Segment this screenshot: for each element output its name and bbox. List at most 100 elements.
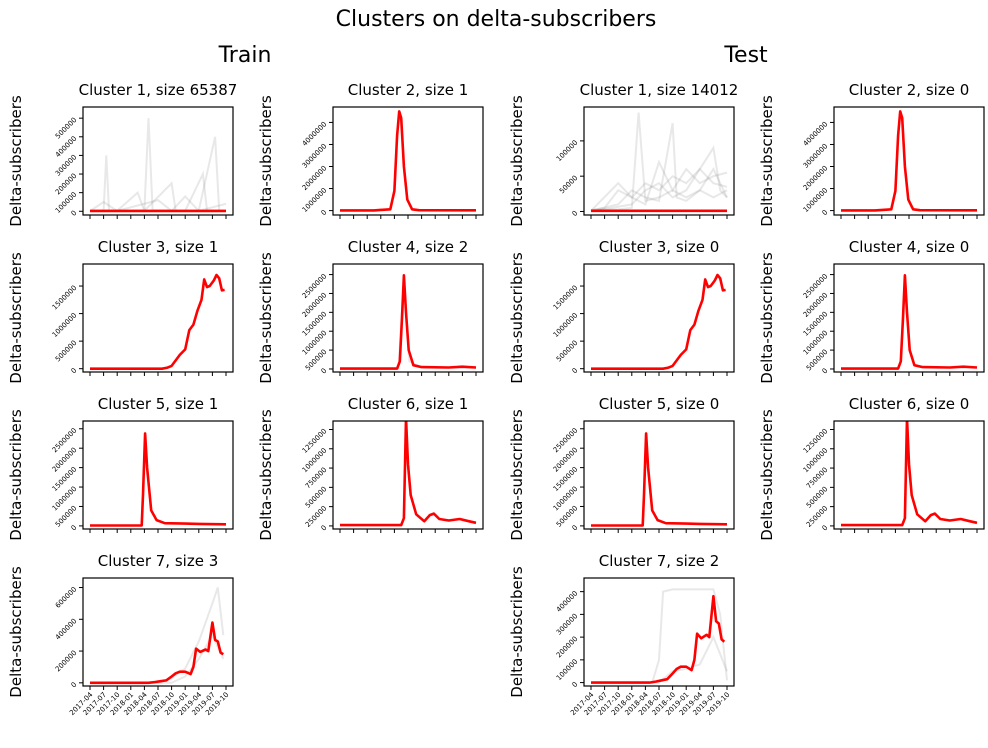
train-cluster-1-title: Cluster 1, size 65387 [79, 81, 238, 99]
panel-title-train: Train [218, 43, 272, 68]
train-cluster-6-ytick-label-0: 0 [320, 524, 329, 533]
test-cluster-7-ytick-label-4: 400000 [555, 589, 580, 614]
test-cluster-3-centroid-line [591, 273, 726, 371]
test-cluster-3-ytick-label-0: 0 [571, 366, 580, 375]
test-cluster-6-ytick-label-0: 0 [821, 524, 830, 533]
train-cluster-5-frame [82, 420, 234, 530]
train-cluster-2-ylabel: Delta-subscribers [257, 95, 275, 227]
test-cluster-4-frame [833, 263, 985, 373]
test-cluster-1-member-series-1 [590, 123, 728, 212]
test-cluster-5-ytick-label-0: 0 [571, 524, 580, 533]
train-cluster-4-title: Cluster 4, size 2 [348, 238, 468, 256]
train-cluster-3-axes: Cluster 3, size 1 Delta-subscribers 0 50000… [7, 238, 234, 384]
test-cluster-3-ytick-label-1: 500000 [555, 339, 580, 364]
test-cluster-2-ylabel: Delta-subscribers [758, 95, 776, 227]
test-cluster-4-ylabel: Delta-subscribers [758, 252, 776, 384]
test-cluster-7-ytick-label-0: 0 [571, 680, 580, 689]
train-cluster-7-title: Cluster 7, size 3 [98, 552, 218, 570]
test-cluster-3-frame [583, 263, 735, 373]
test-cluster-1-ytick-label-0: 0 [571, 209, 580, 218]
train-cluster-7-member-series-0 [90, 587, 225, 684]
figure-title: Clusters on delta-subscribers [336, 7, 657, 32]
test-cluster-7-ytick-label-2: 200000 [555, 635, 580, 660]
train-cluster-5-ylabel: Delta-subscribers [7, 409, 25, 541]
test-cluster-1-ytick-label-1: 50000 [558, 174, 579, 195]
train-cluster-3-ytick-label-0: 0 [70, 366, 79, 375]
train-cluster-3-title: Cluster 3, size 1 [98, 238, 218, 256]
test-cluster-4-centroid-line [841, 273, 978, 370]
test-cluster-6-title: Cluster 6, size 0 [849, 395, 969, 413]
test-cluster-1-member-series-4 [590, 167, 728, 213]
train-cluster-7-ylabel: Delta-subscribers [7, 566, 25, 698]
test-cluster-6-ylabel: Delta-subscribers [758, 409, 776, 541]
train-cluster-7-centroid-line [90, 621, 224, 685]
test-cluster-2-ytick-label-0: 0 [821, 208, 830, 217]
train-cluster-7-member-series-1 [90, 633, 225, 684]
train-cluster-4-ytick-label-0: 0 [320, 367, 329, 376]
test-cluster-3-ytick-label-2: 1000000 [552, 311, 580, 339]
train-cluster-5-ytick-label-0: 0 [70, 524, 79, 533]
test-cluster-7-ylabel: Delta-subscribers [508, 566, 526, 698]
test-cluster-1-member-series-3 [590, 159, 728, 212]
test-cluster-4-ytick-label-0: 0 [821, 367, 830, 376]
train-cluster-3-centroid-line [90, 273, 225, 371]
train-cluster-5-centroid-line [90, 432, 227, 527]
test-cluster-7-axes: Cluster 7, size 2 Delta-subscribers 010000… [508, 552, 735, 717]
test-cluster-3-axes: Cluster 3, size 0 Delta-subscribers 0 50000… [508, 238, 735, 384]
test-cluster-7-ytick-label-1: 100000 [555, 658, 580, 683]
test-cluster-7-ytick-label-3: 300000 [555, 612, 580, 637]
test-cluster-3-ytick-label-3: 1500000 [552, 284, 580, 312]
test-cluster-7-centroid-line [591, 594, 726, 684]
train-cluster-2-centroid-line [340, 110, 477, 212]
train-cluster-3-ytick-label-1: 500000 [54, 339, 79, 364]
test-cluster-5-ylabel: Delta-subscribers [508, 409, 526, 541]
train-cluster-6-centroid-line [340, 421, 477, 527]
test-cluster-1-member-series-2 [590, 145, 728, 212]
train-cluster-4-centroid-line [340, 273, 477, 370]
test-cluster-7-title: Cluster 7, size 2 [599, 552, 719, 570]
train-cluster-2-ytick-label-0: 0 [320, 208, 329, 217]
train-cluster-3-ytick-label-2: 1000000 [51, 311, 79, 339]
test-cluster-7-member-series-1 [591, 634, 728, 684]
test-cluster-4-title: Cluster 4, size 0 [849, 238, 969, 256]
train-cluster-1-ylabel: Delta-subscribers [7, 95, 25, 227]
test-cluster-1-member-series-0 [590, 112, 728, 212]
test-cluster-1-ylabel: Delta-subscribers [508, 95, 526, 227]
test-cluster-1-axes: Cluster 1, size 14012 Delta-subscribers 0 5… [508, 81, 738, 227]
train-cluster-7-axes: Cluster 7, size 3 Delta-subscribers 0 20000… [7, 552, 234, 717]
train-cluster-6-title: Cluster 6, size 1 [348, 395, 468, 413]
test-cluster-7-member-series-0 [591, 588, 728, 684]
test-cluster-3-ylabel: Delta-subscribers [508, 252, 526, 384]
train-cluster-3-frame [82, 263, 234, 373]
test-cluster-2-centroid-line [841, 110, 978, 212]
train-cluster-3-ytick-label-3: 1500000 [51, 284, 79, 312]
train-cluster-6-ylabel: Delta-subscribers [257, 409, 275, 541]
train-cluster-7-ytick-label-1: 200000 [54, 649, 79, 674]
train-cluster-7-ytick-label-2: 400000 [54, 617, 79, 642]
train-cluster-1-member-series-1 [89, 136, 227, 213]
train-cluster-4-frame [332, 263, 484, 373]
test-cluster-7-frame [583, 577, 735, 687]
test-cluster-5-title: Cluster 5, size 0 [599, 395, 719, 413]
test-cluster-2-title: Cluster 2, size 0 [849, 81, 969, 99]
train-cluster-1-member-series-0 [89, 118, 227, 212]
test-cluster-6-centroid-line [841, 421, 978, 527]
train-cluster-1-ytick-label-0: 0 [70, 209, 79, 218]
test-cluster-3-title: Cluster 3, size 0 [599, 238, 719, 256]
train-cluster-7-ytick-label-3: 600000 [54, 585, 79, 610]
train-cluster-1-member-series-2 [89, 194, 227, 213]
train-cluster-4-ylabel: Delta-subscribers [257, 252, 275, 384]
train-cluster-5-title: Cluster 5, size 1 [98, 395, 218, 413]
test-cluster-1-ytick-label-2: 100000 [555, 139, 580, 164]
train-cluster-3-ylabel: Delta-subscribers [7, 252, 25, 384]
